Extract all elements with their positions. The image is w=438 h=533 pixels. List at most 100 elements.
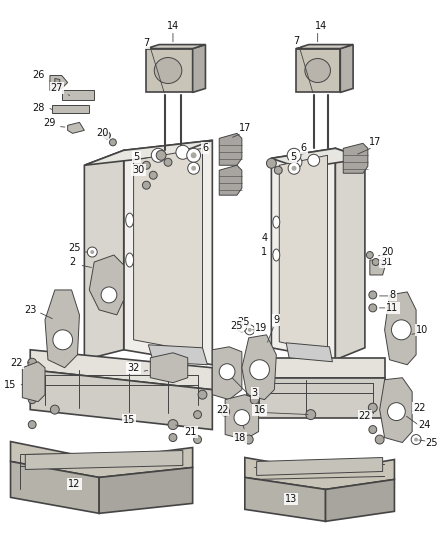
Polygon shape <box>271 148 335 360</box>
Text: 22: 22 <box>358 410 370 421</box>
Circle shape <box>387 402 404 421</box>
Text: 25: 25 <box>68 243 81 253</box>
Text: 12: 12 <box>68 479 81 489</box>
Polygon shape <box>246 378 384 417</box>
Circle shape <box>168 419 177 430</box>
Circle shape <box>28 395 36 403</box>
Circle shape <box>28 358 36 367</box>
Text: 5: 5 <box>133 152 139 162</box>
Circle shape <box>219 364 234 379</box>
Text: 27: 27 <box>50 84 63 93</box>
Circle shape <box>374 435 383 444</box>
Circle shape <box>368 291 376 299</box>
Circle shape <box>233 410 249 425</box>
Circle shape <box>193 410 201 418</box>
Polygon shape <box>30 350 212 390</box>
Polygon shape <box>62 91 94 100</box>
Circle shape <box>367 403 376 412</box>
Polygon shape <box>219 165 241 195</box>
Circle shape <box>237 322 246 332</box>
Polygon shape <box>279 155 327 353</box>
Circle shape <box>109 139 116 146</box>
Text: 14: 14 <box>166 21 179 30</box>
Text: 5: 5 <box>289 152 296 162</box>
Circle shape <box>186 148 200 162</box>
Text: 28: 28 <box>32 103 44 114</box>
Polygon shape <box>67 123 84 133</box>
Circle shape <box>190 152 196 158</box>
Circle shape <box>250 395 258 404</box>
Text: 21: 21 <box>184 426 196 437</box>
Text: 7: 7 <box>292 36 298 46</box>
Circle shape <box>176 146 189 159</box>
Text: 2: 2 <box>69 257 75 267</box>
Text: 19: 19 <box>255 323 267 333</box>
Text: 32: 32 <box>127 363 139 373</box>
Text: 6: 6 <box>300 143 306 154</box>
Circle shape <box>244 435 253 444</box>
Polygon shape <box>271 148 364 168</box>
Circle shape <box>53 330 72 350</box>
Circle shape <box>305 410 315 419</box>
Circle shape <box>244 425 252 433</box>
Polygon shape <box>379 378 411 442</box>
Circle shape <box>149 171 157 179</box>
Ellipse shape <box>154 58 181 84</box>
Text: 31: 31 <box>380 257 392 267</box>
Circle shape <box>28 421 36 429</box>
Circle shape <box>198 390 206 399</box>
Ellipse shape <box>272 249 279 261</box>
Ellipse shape <box>125 253 133 267</box>
Text: 16: 16 <box>253 405 265 415</box>
Text: 25: 25 <box>424 438 437 448</box>
Circle shape <box>87 247 97 257</box>
Circle shape <box>371 259 378 265</box>
Polygon shape <box>212 347 241 400</box>
Circle shape <box>244 325 254 335</box>
Polygon shape <box>384 292 415 365</box>
Text: 9: 9 <box>272 315 279 325</box>
Polygon shape <box>241 335 276 400</box>
Polygon shape <box>369 260 384 275</box>
Circle shape <box>368 403 376 411</box>
Circle shape <box>239 325 243 329</box>
Circle shape <box>290 152 297 158</box>
Circle shape <box>191 166 196 171</box>
Circle shape <box>244 403 252 411</box>
Text: 3: 3 <box>251 387 257 398</box>
Polygon shape <box>146 45 205 49</box>
Polygon shape <box>25 450 182 470</box>
Polygon shape <box>325 480 393 521</box>
Polygon shape <box>339 45 352 92</box>
Polygon shape <box>335 148 364 360</box>
Circle shape <box>368 425 376 433</box>
Polygon shape <box>30 370 212 430</box>
Circle shape <box>101 287 117 303</box>
Text: 22: 22 <box>10 358 23 368</box>
Polygon shape <box>256 457 382 475</box>
Text: 7: 7 <box>143 38 149 47</box>
Text: 1: 1 <box>261 247 267 257</box>
Text: 22: 22 <box>412 402 424 413</box>
Circle shape <box>164 158 172 166</box>
Polygon shape <box>22 362 45 402</box>
Polygon shape <box>343 143 367 173</box>
Polygon shape <box>150 353 187 383</box>
Polygon shape <box>146 49 192 92</box>
Polygon shape <box>84 140 212 165</box>
Circle shape <box>410 434 420 445</box>
Circle shape <box>193 435 201 443</box>
Circle shape <box>247 328 251 332</box>
Text: 20: 20 <box>95 128 108 139</box>
Text: 4: 4 <box>261 233 267 243</box>
Polygon shape <box>246 358 384 378</box>
Polygon shape <box>225 394 258 440</box>
Circle shape <box>290 156 301 168</box>
Circle shape <box>151 148 165 162</box>
Polygon shape <box>55 78 60 85</box>
Text: 22: 22 <box>215 405 228 415</box>
Text: 20: 20 <box>381 247 393 257</box>
Polygon shape <box>286 343 332 362</box>
Polygon shape <box>99 467 192 513</box>
Circle shape <box>413 438 417 441</box>
